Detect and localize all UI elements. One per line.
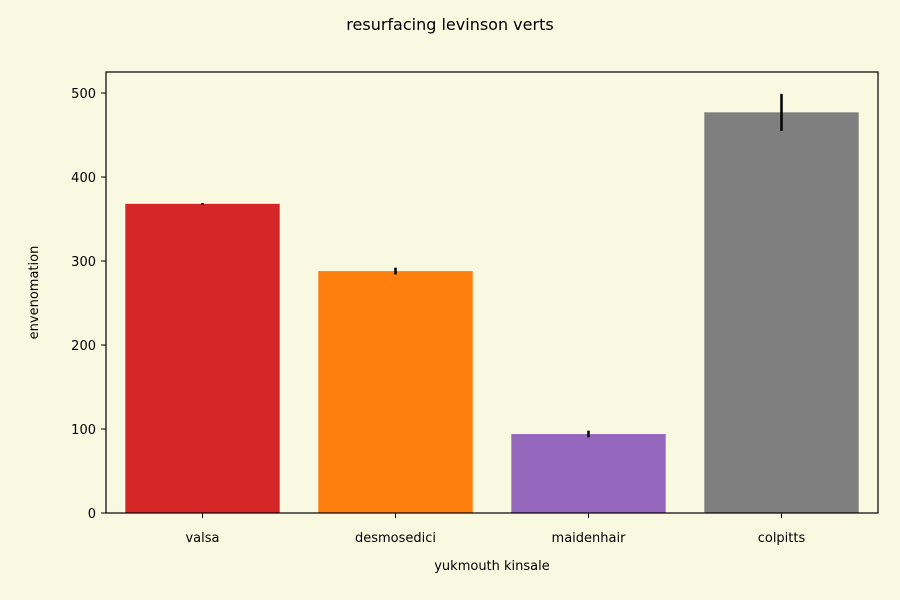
plot-frame [105,71,879,514]
y-tick-label: 300 [71,255,96,270]
x-axis: valsa desmosedici maidenhair colpitts [185,513,805,546]
bar-colpitts [704,112,859,513]
x-axis-title: yukmouth kinsale [434,559,550,574]
bars-group [125,112,859,513]
x-tick-label: colpitts [758,531,806,546]
bar-valsa [125,203,280,513]
x-tick-label: maidenhair [552,531,627,546]
y-axis-title: envenomation [27,246,42,340]
y-tick-label: 400 [71,171,96,186]
y-tick-label: 0 [88,507,96,522]
y-tick-label: 200 [71,339,96,354]
x-tick-label: valsa [185,531,219,546]
chart-title: resurfacing levinson verts [346,15,553,34]
y-axis: 0 100 200 300 400 500 [71,87,106,522]
error-bars-group [201,93,783,438]
y-tick-label: 500 [71,87,96,102]
bar-maidenhair [511,434,666,513]
bar-desmosedici [318,271,473,513]
y-tick-label: 100 [71,423,96,438]
x-tick-label: desmosedici [355,531,436,546]
